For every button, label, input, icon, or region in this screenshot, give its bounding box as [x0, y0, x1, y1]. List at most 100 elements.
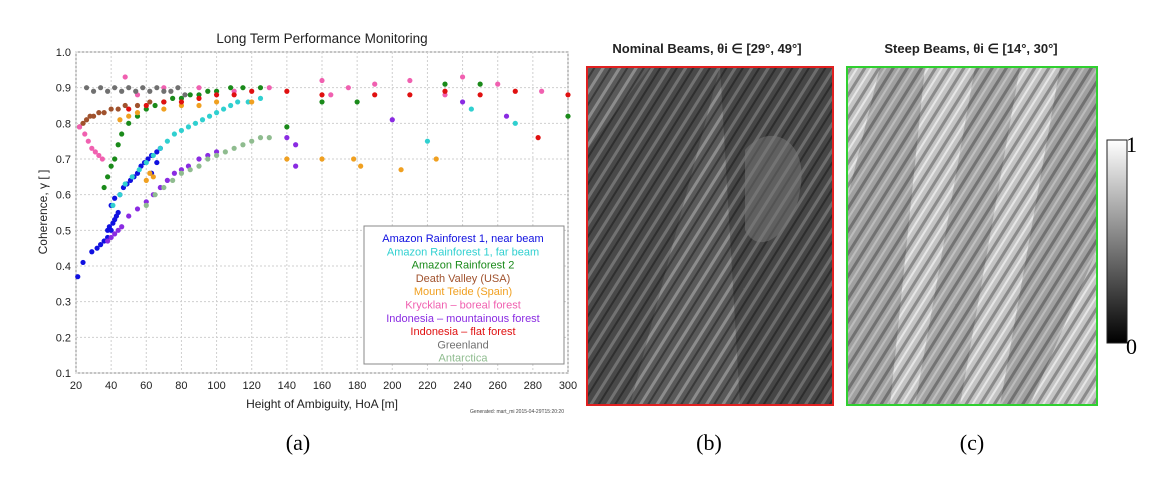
data-point: [328, 92, 334, 98]
steep-beams-panel: Steep Beams, θi ∈ [14°, 30°] 1 0: [846, 41, 1137, 406]
steep-beams-title: Steep Beams, θi ∈ [14°, 30°]: [884, 41, 1057, 56]
x-tick-label: 140: [278, 380, 296, 392]
data-point: [75, 274, 81, 280]
data-point: [442, 92, 448, 98]
y-tick-label: 0.7: [56, 154, 71, 166]
data-point: [170, 95, 176, 101]
x-tick-label: 160: [313, 380, 331, 392]
data-point: [112, 156, 118, 162]
nominal-beams-title: Nominal Beams, θi ∈ [29°, 49°]: [612, 41, 801, 56]
data-point: [468, 106, 474, 112]
data-points: [75, 74, 571, 280]
data-point: [119, 131, 125, 137]
data-point: [284, 156, 290, 162]
data-point: [154, 159, 160, 166]
data-point: [134, 206, 141, 212]
legend-entry: Death Valley (USA): [416, 273, 511, 285]
data-point: [221, 106, 227, 112]
data-point: [96, 152, 102, 159]
data-point: [284, 135, 290, 141]
data-point: [293, 142, 299, 148]
data-point: [154, 149, 160, 155]
y-tick-label: 0.9: [56, 83, 71, 95]
chart-title: Long Term Performance Monitoring: [216, 31, 427, 46]
data-point: [76, 124, 83, 130]
data-point: [222, 149, 228, 155]
data-point: [83, 117, 90, 123]
data-point: [164, 138, 170, 144]
data-point: [196, 92, 202, 98]
data-point: [372, 92, 378, 98]
data-point: [424, 138, 431, 144]
x-tick-label: 100: [207, 380, 225, 392]
data-point: [170, 177, 176, 183]
data-point: [105, 238, 111, 244]
data-point: [136, 167, 142, 173]
data-point: [147, 99, 153, 105]
data-point: [101, 110, 107, 116]
legend-box: [363, 225, 565, 365]
data-point: [152, 192, 158, 198]
data-point: [117, 117, 123, 123]
colorbar: [1106, 139, 1128, 344]
data-point: [206, 113, 213, 119]
steep-beams-image: [847, 67, 1097, 405]
data-point: [126, 120, 132, 126]
data-point: [126, 213, 132, 219]
data-point: [213, 110, 220, 116]
data-point: [83, 85, 90, 91]
data-point: [117, 192, 123, 198]
steep-swath-band: [847, 67, 925, 405]
data-point: [407, 77, 413, 84]
caption-b: (b): [696, 430, 722, 455]
data-point: [196, 85, 202, 91]
data-point: [240, 85, 246, 91]
data-point: [143, 159, 149, 166]
y-tick-label: 0.8: [56, 118, 71, 130]
data-point: [94, 245, 100, 251]
data-point: [108, 234, 114, 241]
colorbar-max-label: 1: [1126, 132, 1137, 157]
data-point: [358, 163, 364, 169]
data-point: [98, 242, 104, 248]
generated-footnote: Generated: mart_mi 2015-04-29T15:20:20: [470, 409, 564, 415]
data-point: [108, 163, 114, 169]
data-point: [240, 142, 246, 148]
data-point: [257, 95, 264, 101]
data-point: [512, 120, 518, 126]
data-point: [119, 88, 125, 94]
data-point: [115, 142, 121, 148]
data-point: [196, 95, 202, 101]
x-tick-label: 80: [175, 380, 187, 392]
data-point: [99, 156, 105, 162]
data-point: [495, 81, 501, 87]
data-point: [90, 113, 97, 119]
data-point: [134, 113, 141, 119]
data-point: [192, 120, 199, 126]
data-point: [154, 85, 160, 91]
data-point: [459, 74, 466, 80]
data-point: [112, 85, 118, 91]
data-point: [185, 124, 192, 130]
data-point: [89, 249, 95, 255]
data-point: [442, 81, 448, 87]
legend-entry: Amazon Rainforest 1, far beam: [387, 246, 539, 258]
legend-entry: Krycklan – boreal forest: [405, 300, 521, 312]
x-tick-label: 40: [105, 380, 117, 392]
data-point: [150, 152, 156, 159]
data-point: [112, 195, 118, 201]
data-point: [126, 106, 132, 112]
data-point: [112, 231, 118, 237]
data-point: [196, 102, 202, 109]
data-point: [196, 156, 202, 162]
data-point: [133, 88, 139, 94]
data-point: [319, 99, 325, 105]
data-point: [161, 85, 167, 91]
data-point: [372, 81, 378, 87]
data-point: [477, 92, 483, 98]
data-point: [187, 92, 193, 98]
data-point: [187, 167, 193, 173]
data-point: [161, 88, 167, 94]
data-point: [345, 85, 351, 91]
data-point: [535, 135, 541, 141]
